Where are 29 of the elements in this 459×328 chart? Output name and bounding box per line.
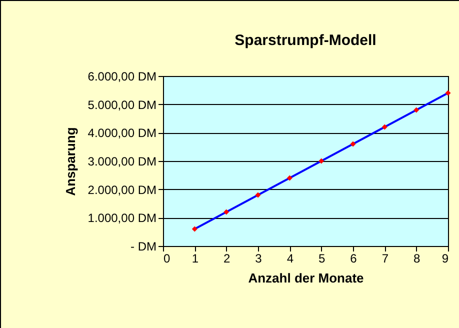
point xyxy=(318,158,324,164)
x-tick-label: 1 xyxy=(192,252,199,266)
x-axis-title: Anzahl der Monate xyxy=(248,270,364,286)
x-tick-label: 3 xyxy=(255,252,262,266)
y-axis-title: Ansparung xyxy=(62,127,78,196)
point xyxy=(382,124,388,130)
x-tick-label: 8 xyxy=(413,252,420,266)
x-tick-label: 9 xyxy=(442,252,449,266)
x-tick-label: 4 xyxy=(286,252,294,266)
point xyxy=(224,209,230,215)
y-tick-label: 5.000,00 DM xyxy=(88,98,156,112)
x-tick-label: 0 xyxy=(164,252,170,266)
x-tick-label: 5 xyxy=(318,252,326,266)
y-tick-label: 3.000,00 DM xyxy=(88,154,156,168)
x-tick-label: 7 xyxy=(382,252,389,266)
chart-title: Sparstrumpf-Modell xyxy=(234,32,376,49)
x-tick-label: 6 xyxy=(350,252,358,266)
point xyxy=(286,175,292,181)
x-tick-label: 2 xyxy=(223,252,230,266)
y-tick-label: 4.000,00 DM xyxy=(88,126,156,140)
y-tick-label: 6.000,00 DM xyxy=(88,70,156,84)
y-tick-label: 1.000,00 DM xyxy=(88,211,156,226)
point xyxy=(192,226,198,232)
y-tick-label: - DM xyxy=(130,240,156,254)
point xyxy=(255,192,261,198)
point xyxy=(414,107,420,113)
y-tick-label: 2.000,00 DM xyxy=(88,182,156,197)
point xyxy=(445,90,451,96)
point xyxy=(350,141,356,147)
